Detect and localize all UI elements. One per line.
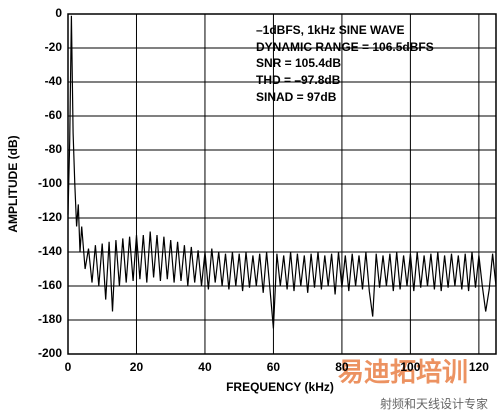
y-tick-label: -120: [38, 210, 62, 224]
x-tick-label: 40: [198, 360, 212, 374]
y-tick-label: -100: [38, 176, 62, 190]
y-tick-label: -180: [38, 312, 62, 326]
annotation: THD = –97.8dB: [256, 73, 341, 87]
x-axis-label: FREQUENCY (kHz): [226, 380, 334, 394]
watermark: 射频和天线设计专家: [380, 396, 488, 411]
y-tick-label: -20: [45, 40, 63, 54]
x-tick-label: 60: [267, 360, 281, 374]
y-tick-label: -60: [45, 108, 63, 122]
x-tick-label: 20: [130, 360, 144, 374]
x-tick-label: 80: [335, 360, 349, 374]
watermark: 易迪拓培训: [338, 357, 468, 387]
x-tick-label: 120: [469, 360, 489, 374]
y-axis-label: AMPLITUDE (dB): [6, 135, 20, 232]
x-tick-label: 100: [400, 360, 420, 374]
y-tick-label: -160: [38, 278, 62, 292]
y-tick-label: -140: [38, 244, 62, 258]
annotation: SNR = 105.4dB: [256, 56, 341, 70]
annotation: SINAD = 97dB: [256, 90, 337, 104]
y-tick-label: -40: [45, 74, 63, 88]
y-tick-label: 0: [55, 6, 62, 20]
spectrum-line: [67, 15, 497, 329]
y-tick-label: -80: [45, 142, 63, 156]
annotation: –1dBFS, 1kHz SINE WAVE: [256, 23, 404, 37]
x-tick-label: 0: [65, 360, 72, 374]
y-tick-label: -200: [38, 346, 62, 360]
annotation: DYNAMIC RANGE = 106.5dBFS: [256, 40, 434, 54]
plot-frame: [67, 13, 497, 355]
